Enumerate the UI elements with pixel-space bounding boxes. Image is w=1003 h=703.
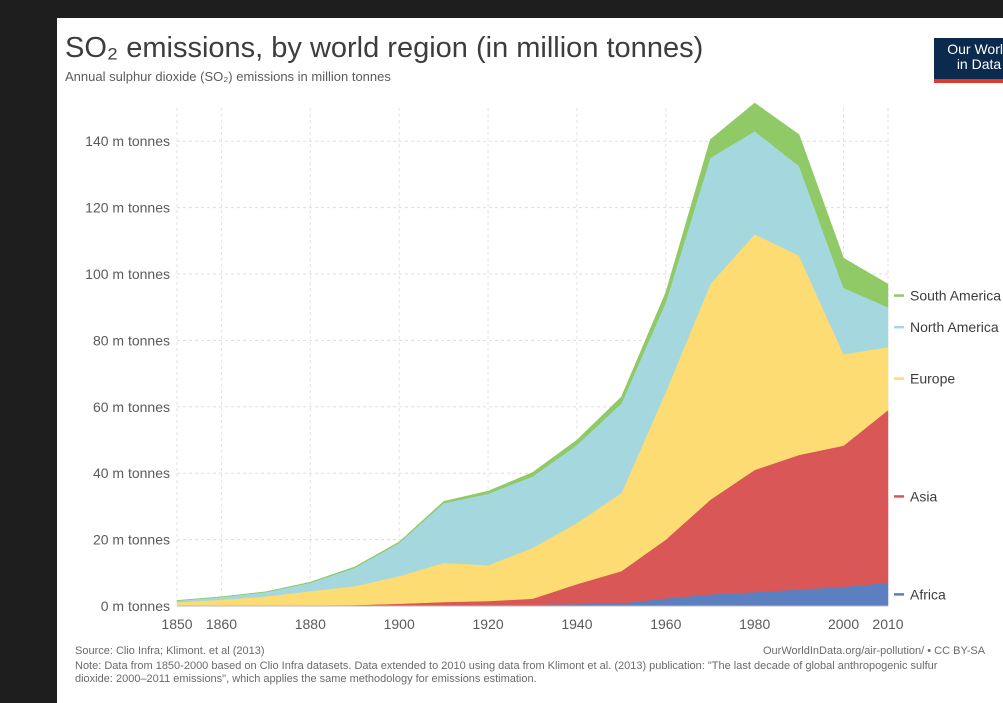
source-text[interactable]: Source: Clio Infra; Klimont. et al (2013… [75,645,265,657]
chart-card: SO₂ emissions, by world region (in milli… [57,18,1003,703]
y-tick-label: 140 m tonnes [85,133,170,149]
x-tick-label: 1900 [384,616,415,632]
x-tick-label: 2000 [828,616,859,632]
x-tick-label: 1850 [161,616,192,632]
axis-layer: 0 m tonnes 20 m tonnes 40 m tonnes 60 m ton… [85,133,904,632]
x-tick-label: 2010 [872,616,903,632]
logo-line-1: Our World [947,41,1003,57]
logo-line-2: in Data [956,56,1002,72]
area-south-america [176,102,889,601]
legend-layer: Africa Asia Europe North America South Ameri… [894,288,1001,602]
y-tick-label: 0 m tonnes [101,598,170,614]
area-layer [176,102,889,607]
x-tick-label: 1880 [295,616,326,632]
x-tick-label: 1920 [472,616,503,632]
x-tick-label: 1980 [739,616,770,632]
legend-label-africa: Africa [910,586,946,602]
stacked-area-chart: 0 m tonnes 20 m tonnes 40 m tonnes 60 m ton… [85,102,1001,632]
x-tick-label: 1960 [650,616,681,632]
footnote: Note: Data from 1850-2000 based on Clio … [75,660,938,685]
y-tick-label: 120 m tonnes [85,200,170,216]
legend-label-south-america: South America [910,288,1001,304]
y-tick-label: 40 m tonnes [93,465,170,481]
credit-link[interactable]: OurWorldInData.org/air-pollution/ • CC B… [763,645,986,657]
owid-logo[interactable]: Our World in Data [934,38,1003,83]
y-tick-label: 60 m tonnes [93,399,170,415]
y-tick-label: 100 m tonnes [85,266,170,282]
legend-label-europe: Europe [910,371,955,387]
chart-title: SO₂ emissions, by world region (in milli… [65,32,704,64]
y-tick-label: 80 m tonnes [93,332,170,348]
legend-label-asia: Asia [910,488,937,504]
x-tick-label: 1940 [561,616,592,632]
x-tick-label: 1860 [206,616,237,632]
legend-label-north-america: North America [910,319,999,335]
logo-accent-bar [934,79,1003,83]
chart-subtitle: Annual sulphur dioxide (SO₂) emissions i… [65,69,391,84]
y-tick-label: 20 m tonnes [93,532,170,548]
